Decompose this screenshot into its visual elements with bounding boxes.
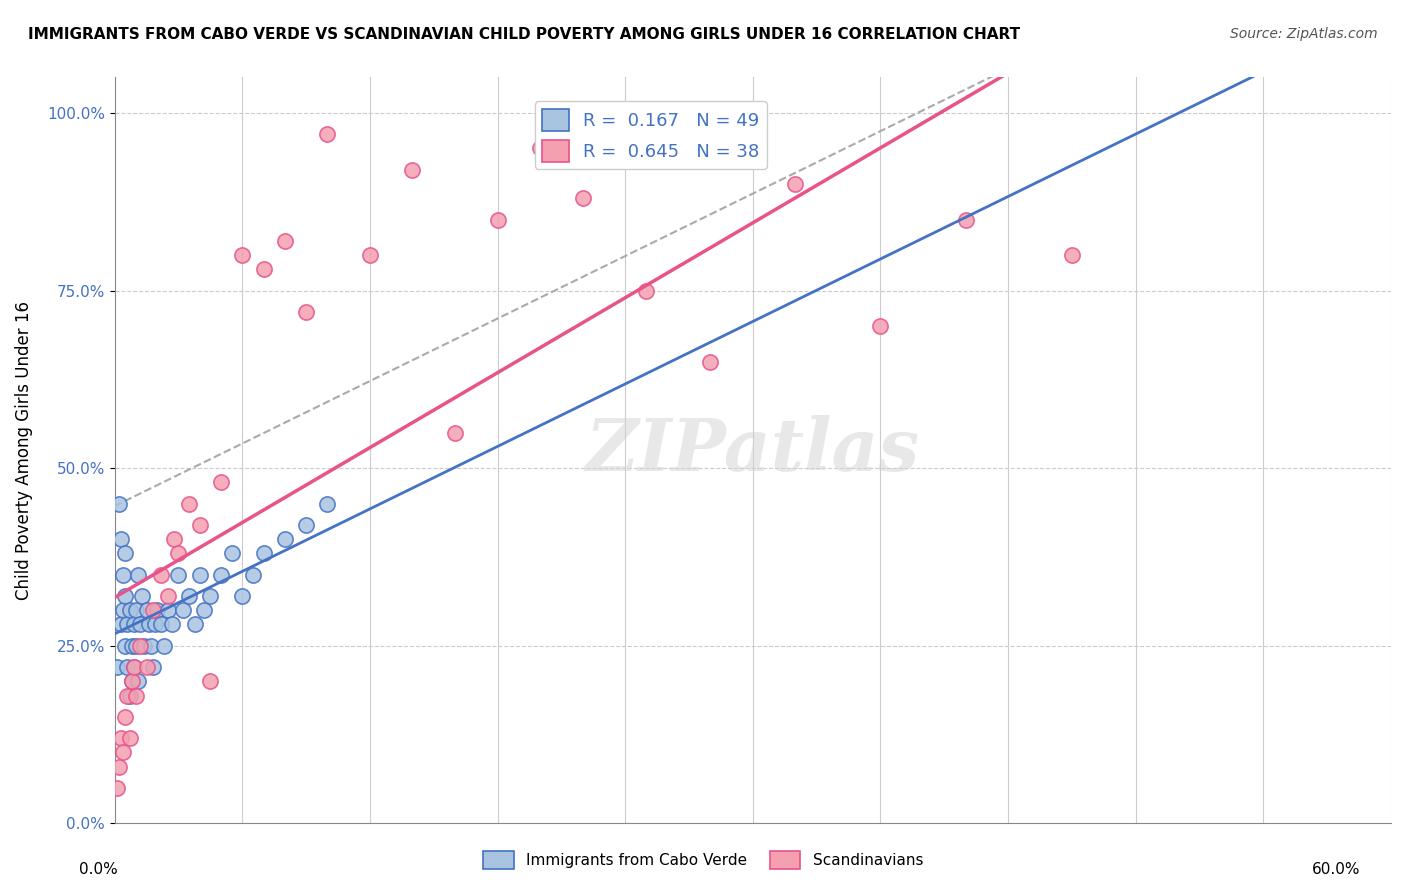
Point bbox=[152, 639, 174, 653]
Point bbox=[316, 497, 339, 511]
Point bbox=[160, 617, 183, 632]
Point bbox=[117, 689, 139, 703]
Point bbox=[129, 639, 152, 653]
Point bbox=[121, 639, 143, 653]
Text: Source: ZipAtlas.com: Source: ZipAtlas.com bbox=[1230, 27, 1378, 41]
Point bbox=[172, 603, 194, 617]
Point bbox=[295, 305, 318, 319]
Point bbox=[125, 689, 148, 703]
Text: 0.0%: 0.0% bbox=[79, 863, 118, 877]
Point bbox=[122, 617, 145, 632]
Point bbox=[127, 567, 149, 582]
Point bbox=[114, 639, 136, 653]
Point bbox=[221, 546, 243, 560]
Legend: Immigrants from Cabo Verde, Scandinavians: Immigrants from Cabo Verde, Scandinavian… bbox=[477, 845, 929, 875]
Point bbox=[142, 660, 165, 674]
Point bbox=[118, 731, 141, 746]
Point bbox=[156, 603, 179, 617]
Point bbox=[231, 248, 253, 262]
Point bbox=[105, 780, 128, 795]
Point bbox=[401, 162, 423, 177]
Point bbox=[200, 589, 222, 603]
Point bbox=[127, 674, 149, 689]
Text: ZIPatlas: ZIPatlas bbox=[586, 415, 920, 486]
Point bbox=[117, 617, 139, 632]
Point bbox=[135, 660, 157, 674]
Point bbox=[209, 475, 232, 490]
Point bbox=[112, 567, 135, 582]
Point bbox=[105, 660, 128, 674]
Point bbox=[231, 589, 253, 603]
Point bbox=[193, 603, 215, 617]
Point bbox=[177, 589, 200, 603]
Point bbox=[135, 603, 157, 617]
Point bbox=[636, 284, 658, 298]
Point bbox=[108, 759, 131, 773]
Point bbox=[1060, 248, 1083, 262]
Point bbox=[117, 660, 139, 674]
Point bbox=[156, 589, 179, 603]
Point bbox=[108, 497, 131, 511]
Point bbox=[139, 639, 162, 653]
Point bbox=[252, 262, 274, 277]
Point bbox=[114, 589, 136, 603]
Point bbox=[274, 234, 297, 248]
Point bbox=[121, 674, 143, 689]
Point bbox=[359, 248, 381, 262]
Y-axis label: Child Poverty Among Girls Under 16: Child Poverty Among Girls Under 16 bbox=[15, 301, 32, 600]
Text: 60.0%: 60.0% bbox=[1312, 863, 1360, 877]
Point bbox=[112, 745, 135, 759]
Text: IMMIGRANTS FROM CABO VERDE VS SCANDINAVIAN CHILD POVERTY AMONG GIRLS UNDER 16 CO: IMMIGRANTS FROM CABO VERDE VS SCANDINAVI… bbox=[28, 27, 1021, 42]
Point bbox=[143, 617, 166, 632]
Point bbox=[112, 603, 135, 617]
Point bbox=[200, 674, 222, 689]
Point bbox=[114, 546, 136, 560]
Point bbox=[209, 567, 232, 582]
Point bbox=[131, 589, 153, 603]
Point bbox=[274, 533, 297, 547]
Point bbox=[121, 674, 143, 689]
Point bbox=[122, 660, 145, 674]
Point bbox=[184, 617, 207, 632]
Point bbox=[252, 546, 274, 560]
Point bbox=[110, 533, 132, 547]
Point bbox=[118, 603, 141, 617]
Point bbox=[118, 689, 141, 703]
Point bbox=[125, 603, 148, 617]
Point bbox=[529, 141, 551, 155]
Point bbox=[146, 603, 169, 617]
Point bbox=[242, 567, 264, 582]
Point bbox=[699, 354, 721, 368]
Point bbox=[110, 617, 132, 632]
Point bbox=[142, 603, 165, 617]
Point bbox=[177, 497, 200, 511]
Point bbox=[869, 319, 891, 334]
Point bbox=[163, 533, 186, 547]
Point bbox=[188, 567, 211, 582]
Point bbox=[486, 212, 509, 227]
Point bbox=[188, 518, 211, 533]
Point bbox=[122, 660, 145, 674]
Point bbox=[785, 177, 807, 191]
Point bbox=[150, 567, 173, 582]
Point bbox=[316, 128, 339, 142]
Point bbox=[134, 639, 156, 653]
Point bbox=[167, 567, 190, 582]
Point bbox=[110, 731, 132, 746]
Point bbox=[125, 639, 148, 653]
Point bbox=[114, 710, 136, 724]
Point bbox=[129, 617, 152, 632]
Point bbox=[444, 425, 467, 440]
Point bbox=[150, 617, 173, 632]
Point bbox=[167, 546, 190, 560]
Legend: R =  0.167   N = 49, R =  0.645   N = 38: R = 0.167 N = 49, R = 0.645 N = 38 bbox=[534, 102, 766, 169]
Point bbox=[295, 518, 318, 533]
Point bbox=[571, 191, 593, 205]
Point bbox=[138, 617, 160, 632]
Point bbox=[955, 212, 977, 227]
